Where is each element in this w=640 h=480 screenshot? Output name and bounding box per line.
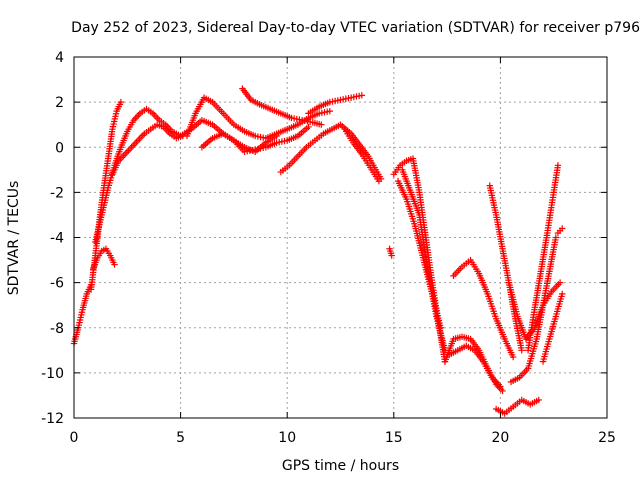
data-point [318, 121, 325, 128]
y-tick-label: -2 [50, 185, 64, 201]
y-tick-label: -12 [41, 411, 64, 427]
y-tick-label: -4 [50, 231, 64, 247]
x-tick-label: 25 [598, 430, 616, 446]
data-point [326, 107, 334, 115]
data-point [375, 177, 383, 185]
data-point [358, 92, 366, 99]
data-point [554, 162, 562, 169]
y-axis-label: SDTVAR / TECUs [6, 180, 22, 296]
data-point [117, 98, 125, 106]
data-point [497, 383, 504, 390]
y-tick-label: -6 [50, 276, 64, 292]
x-tick-label: 20 [491, 430, 509, 446]
data-point [509, 353, 517, 361]
chart-title: Day 252 of 2023, Sidereal Day-to-day VTE… [71, 20, 640, 36]
data-point [388, 252, 395, 259]
data-point [552, 234, 560, 241]
axis-ticks: 0 5 10 15 20 25 -12 -10 -8 -6 -4 -2 0 2 4 [41, 50, 616, 446]
x-tick-label: 10 [278, 430, 296, 446]
data-point [499, 387, 506, 395]
data-point [559, 290, 566, 298]
y-tick-label: -8 [50, 321, 64, 337]
x-tick-label: 0 [70, 430, 79, 446]
y-tick-label: 4 [55, 50, 64, 66]
data-point [559, 225, 566, 232]
x-axis-label: GPS time / hours [281, 458, 400, 474]
data-point [556, 279, 564, 286]
y-tick-label: -10 [41, 366, 64, 382]
data-point [305, 123, 312, 131]
data-point [518, 347, 525, 354]
data-point [111, 261, 118, 268]
x-tick-label: 15 [385, 430, 403, 446]
y-tick-label: 0 [55, 140, 64, 156]
x-tick-label: 5 [176, 430, 185, 446]
y-tick-label: 2 [55, 95, 64, 111]
data-points [70, 85, 566, 417]
data-point [535, 396, 542, 404]
